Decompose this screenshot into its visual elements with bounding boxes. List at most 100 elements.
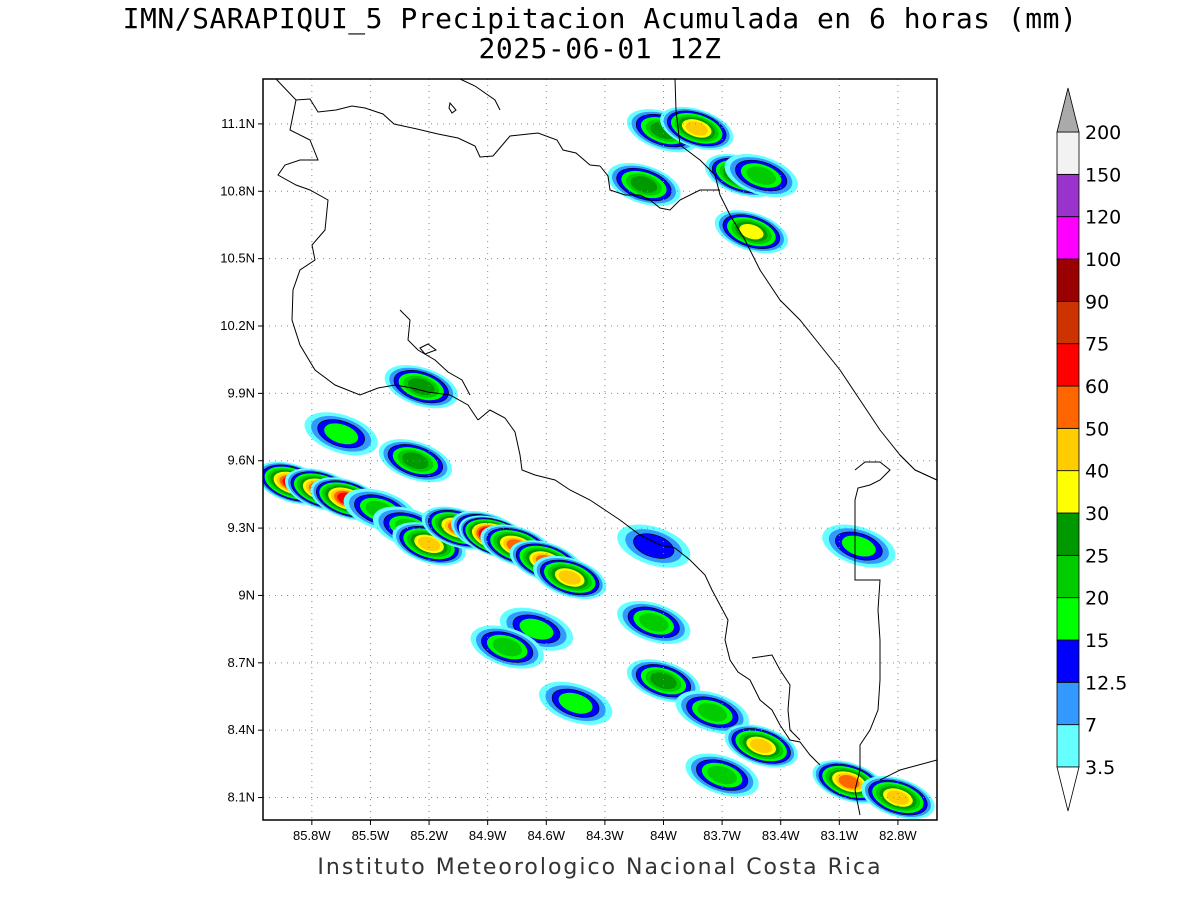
lat-tick-label: 8.1N [228, 790, 255, 805]
rain-contour [558, 692, 593, 714]
rain-contour [838, 775, 860, 789]
rain-contour [749, 738, 773, 754]
lon-tick-label: 85.8W [293, 828, 331, 843]
rain-cell [861, 775, 935, 820]
colorbar-swatch [1056, 724, 1080, 768]
lat-tick-label: 11.1N [221, 116, 255, 131]
lat-tick-label: 10.8N [220, 183, 255, 198]
colorbar-label: 150 [1085, 164, 1121, 186]
osa-peninsula [751, 654, 801, 741]
lon-tick-label: 84.6W [527, 828, 565, 843]
border-south [854, 461, 891, 816]
colorbar-swatch [1056, 216, 1080, 260]
lon-tick-label: 85.2W [410, 828, 448, 843]
island-2 [419, 343, 438, 355]
lake-shore-north [459, 79, 501, 111]
colorbar-swatch [1056, 300, 1080, 345]
lat-tick-label: 10.2N [220, 318, 255, 333]
rain-cell [533, 555, 607, 600]
colorbar-label: 7 [1085, 715, 1097, 737]
rain-contour [650, 672, 677, 690]
coastlines [263, 79, 937, 816]
lake-shore [275, 79, 601, 167]
rain-contour [519, 618, 554, 640]
rain-cell [822, 524, 896, 568]
colorbar-swatch [1056, 470, 1080, 514]
rain-cell [470, 625, 544, 669]
colorbar: 3.5 7 12.5 15 20 25 30 40 50 60 75 90 100 120 150 200 [1056, 87, 1127, 812]
rain-contour [739, 223, 764, 240]
rain-contour [630, 176, 658, 193]
rain-cell [675, 690, 749, 734]
colorbar-label: 60 [1085, 376, 1109, 398]
rain-cell [626, 659, 701, 703]
lon-tick-label: 83.1W [821, 828, 859, 843]
colorbar-swatch [1056, 343, 1080, 387]
grid-lines [263, 79, 937, 820]
rain-cell [724, 724, 798, 768]
colorbar-swatch [1056, 385, 1080, 429]
caribbean-coast [674, 79, 937, 481]
colorbar-label: 15 [1085, 630, 1109, 652]
rain-cell [304, 412, 378, 456]
rain-contour [697, 702, 728, 722]
colorbar-min-arrow [1056, 766, 1080, 812]
rain-contour [886, 790, 910, 805]
colorbar-label: 120 [1085, 207, 1121, 229]
rain-cell [724, 154, 798, 198]
rain-cell [378, 439, 452, 483]
rain-cell [617, 524, 691, 568]
rain-contour [402, 452, 429, 470]
lat-tick-label: 9N [238, 587, 255, 602]
gulf-of-nicoya [399, 309, 676, 549]
lon-tick-label: 82.8W [879, 828, 917, 843]
colorbar-swatch [1056, 554, 1080, 599]
lon-tick-label: 84.9W [469, 828, 507, 843]
rain-contour [558, 570, 581, 585]
lon-tick-label: 84.3W [586, 828, 624, 843]
rain-contour [638, 613, 669, 632]
colorbar-label: 12.5 [1085, 672, 1127, 694]
map-subtitle: 2025-06-01 12Z [478, 32, 722, 65]
colorbar-label: 75 [1085, 334, 1109, 356]
colorbar-swatch [1056, 512, 1080, 556]
colorbar-label: 40 [1085, 461, 1109, 483]
rain-contour [407, 378, 435, 395]
rain-cell [617, 600, 691, 644]
longitude-ticks: 85.8W 85.5W 85.2W 84.9W 84.6W 84.3W 84W 83.7W 83… [293, 820, 917, 843]
colorbar-swatch [1056, 131, 1080, 175]
credit-text: Instituto Meteorologico Nacional Costa R… [317, 855, 883, 880]
rain-cell [538, 681, 613, 725]
colorbar-swatch [1056, 681, 1080, 726]
colorbar-label: 100 [1085, 249, 1121, 271]
lon-tick-label: 85.5W [352, 828, 390, 843]
colorbar-label: 30 [1085, 503, 1109, 525]
rain-contour [324, 423, 359, 445]
lat-tick-label: 8.7N [228, 655, 255, 670]
lon-tick-label: 83.7W [703, 828, 741, 843]
rain-field [263, 106, 935, 820]
colorbar-max-arrow [1056, 87, 1080, 133]
colorbar-label: 20 [1085, 588, 1109, 610]
lat-tick-label: 10.5N [220, 251, 255, 266]
plot-frame [262, 78, 938, 821]
colorbar-swatch [1056, 639, 1080, 683]
colorbar-label: 90 [1085, 291, 1109, 313]
colorbar-label: 25 [1085, 545, 1109, 567]
pacific-coast-central [674, 547, 821, 766]
colorbar-swatch [1056, 427, 1080, 472]
rain-contour [633, 533, 675, 559]
border-north [599, 165, 720, 211]
rain-contour [746, 166, 776, 185]
colorbar-label: 200 [1085, 122, 1121, 144]
lat-tick-label: 9.3N [228, 520, 255, 535]
lat-tick-label: 8.4N [228, 722, 255, 737]
colorbar-swatch [1056, 597, 1080, 641]
pacific-coast-guanacaste [263, 79, 479, 421]
rain-contour [417, 536, 441, 551]
island-1 [448, 101, 457, 114]
lon-tick-label: 83.4W [762, 828, 800, 843]
latitude-ticks: 11.1N 10.8N 10.5N 10.2N 9.9N 9.6N 9.3N 9N 8.7N 8.… [220, 116, 263, 805]
rain-contour [685, 121, 708, 136]
lon-tick-label: 84W [650, 828, 677, 843]
